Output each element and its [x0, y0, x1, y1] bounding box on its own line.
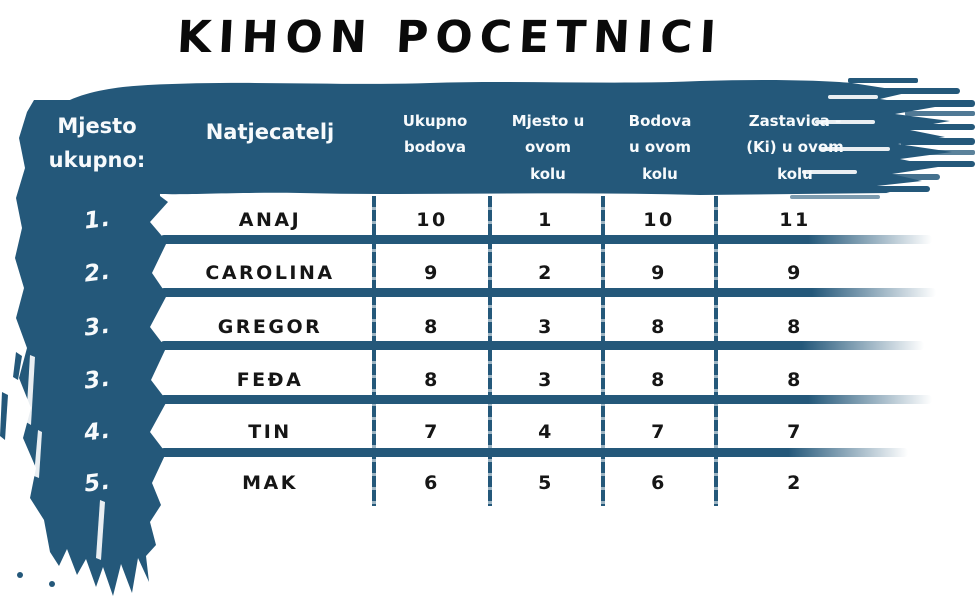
cell-name: GREGOR [217, 316, 323, 338]
row-divider-line [160, 235, 932, 244]
column-divider-line [601, 196, 605, 506]
table-row: 1. ANAJ 10 1 10 11 [0, 205, 975, 234]
table-row: 2. CAROLINA 9 2 9 9 [0, 258, 975, 287]
cell-round-place: 3 [538, 369, 554, 391]
row-divider-line [160, 448, 908, 457]
row-divider-line [160, 288, 936, 297]
cell-name: ANAJ [238, 209, 302, 231]
cell-round-points: 9 [651, 262, 667, 284]
cell-total-points: 8 [424, 316, 440, 338]
column-header-round-points: Bodova u ovom kolu [628, 112, 692, 183]
cell-total-points: 10 [416, 209, 448, 231]
cell-name: TIN [248, 421, 292, 443]
column-header-round-place: Mjesto u ovom kolu [511, 112, 585, 183]
left-brush-stroke [15, 100, 168, 596]
cell-name: FEĐA [236, 369, 304, 391]
cell-round-points: 8 [651, 316, 667, 338]
cell-round-flags: 7 [787, 421, 803, 443]
brush-streaks [790, 78, 975, 199]
cell-round-points: 10 [643, 209, 675, 231]
cell-round-points: 7 [651, 421, 667, 443]
header-brush-band [42, 79, 953, 195]
cell-total-points: 6 [424, 472, 440, 494]
cell-round-place: 1 [538, 209, 554, 231]
cell-round-points: 6 [651, 472, 667, 494]
cell-total-points: 9 [424, 262, 440, 284]
brush-cracks [26, 355, 105, 560]
cell-round-place: 5 [538, 472, 554, 494]
cell-name: MAK [242, 472, 298, 494]
column-divider-line [714, 196, 718, 506]
table-row: 4. TIN 7 4 7 7 [0, 417, 975, 446]
table-row: 5. MAK 6 5 6 2 [0, 468, 975, 497]
cell-round-flags: 11 [779, 209, 811, 231]
cell-name: CAROLINA [205, 262, 335, 284]
cell-total-points: 8 [424, 369, 440, 391]
column-divider-line [488, 196, 492, 506]
column-header-round-flags: Zastavica - (Ki) u ovom kolu [746, 112, 844, 183]
cell-round-place: 2 [538, 262, 554, 284]
brush-splatters [0, 352, 55, 587]
cell-round-flags: 8 [787, 369, 803, 391]
row-divider-line [160, 395, 932, 404]
column-divider-line [372, 196, 376, 506]
table-row: 3. GREGOR 8 3 8 8 [0, 312, 975, 341]
cell-total-points: 7 [424, 421, 440, 443]
column-header-total-points: Ukupno bodova [402, 112, 468, 157]
cell-round-place: 3 [538, 316, 554, 338]
cell-round-points: 8 [651, 369, 667, 391]
cell-round-flags: 9 [787, 262, 803, 284]
column-header-competitor: Natjecatelj [205, 120, 335, 144]
cell-round-flags: 2 [787, 472, 803, 494]
page-title: KIHON POCETNICI [175, 12, 725, 63]
row-divider-line [160, 341, 924, 350]
cell-round-place: 4 [538, 421, 554, 443]
table-row: 3. FEĐA 8 3 8 8 [0, 365, 975, 394]
column-header-rank: Mjesto ukupno: [48, 114, 146, 172]
brush-white-gaps [802, 95, 890, 174]
cell-round-flags: 8 [787, 316, 803, 338]
